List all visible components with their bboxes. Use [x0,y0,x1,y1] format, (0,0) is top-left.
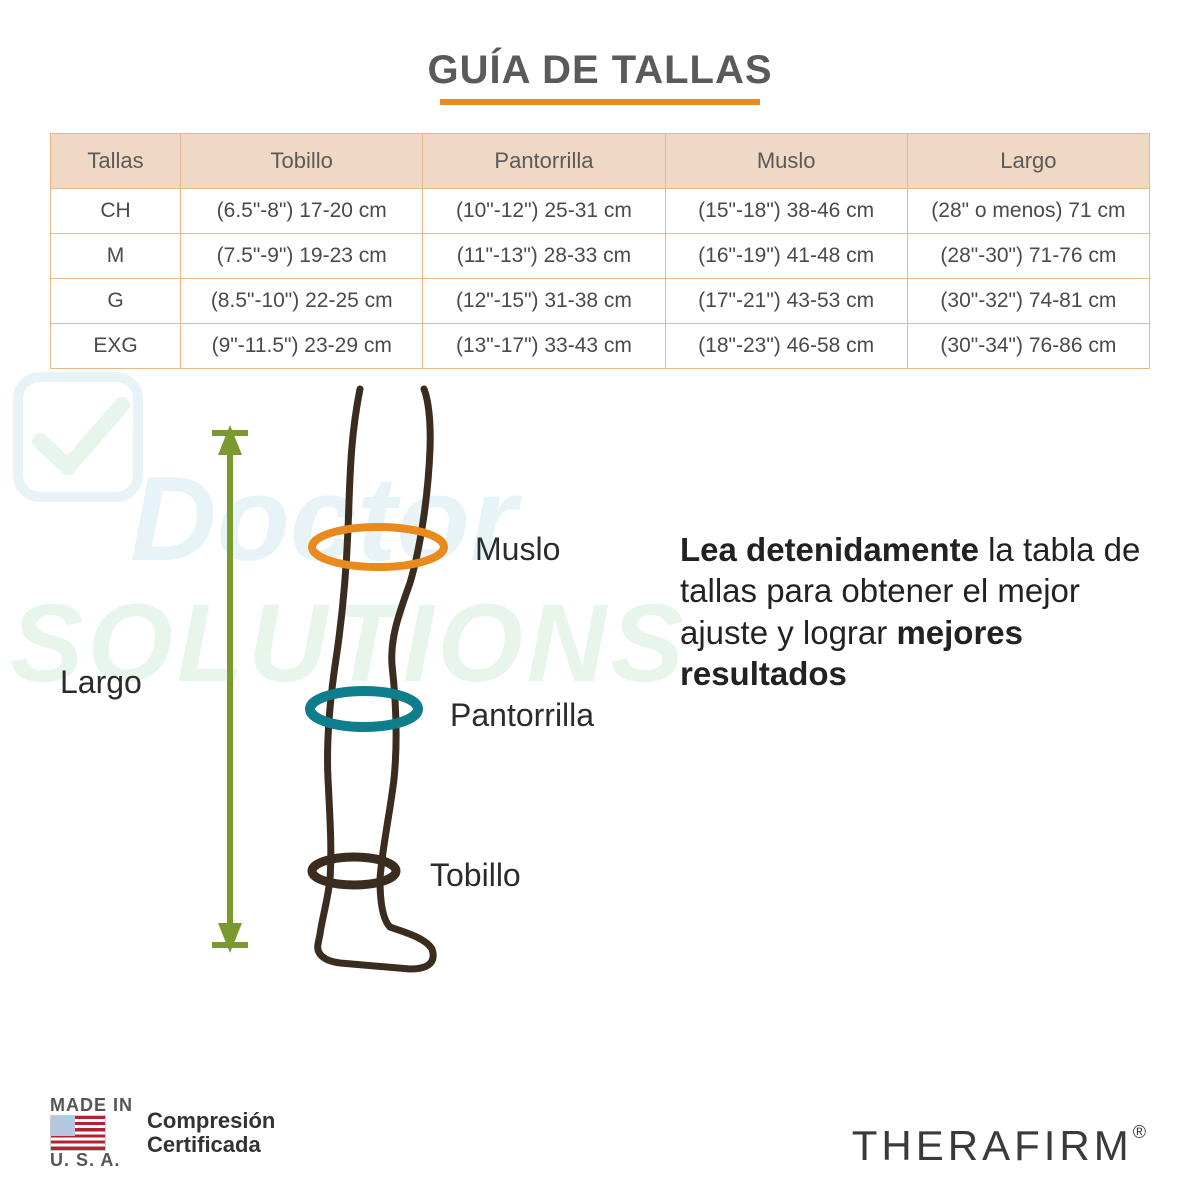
table-cell: (13"-17") 33-43 cm [423,324,665,369]
table-row: G(8.5"-10") 22-25 cm(12"-15") 31-38 cm(1… [51,279,1150,324]
watermark-check-icon [10,369,150,509]
table-cell: M [51,234,181,279]
table-cell: G [51,279,181,324]
advice-text: Lea detenidamente la tabla de tallas par… [680,529,1150,694]
made-in-block: MADE IN U. S. A. Compresión Certificada [50,1096,275,1170]
brand-name: THERAFIRM [852,1122,1133,1169]
us-flag-icon [50,1115,106,1151]
table-row: EXG(9"-11.5") 23-29 cm(13"-17") 33-43 cm… [51,324,1150,369]
table-cell: (9"-11.5") 23-29 cm [181,324,423,369]
table-cell: (18"-23") 46-58 cm [665,324,907,369]
table-cell: (16"-19") 41-48 cm [665,234,907,279]
label-pantorrilla: Pantorrilla [450,697,594,734]
page-title: GUÍA DE TALLAS [427,48,772,93]
table-cell: (30"-34") 76-86 cm [907,324,1149,369]
col-header: Largo [907,134,1149,189]
table-cell: (28"-30") 71-76 cm [907,234,1149,279]
col-header: Tallas [51,134,181,189]
col-header: Muslo [665,134,907,189]
table-row: M(7.5"-9") 19-23 cm(11"-13") 28-33 cm(16… [51,234,1150,279]
table-cell: EXG [51,324,181,369]
title-underline [440,99,760,105]
cert-line2: Certificada [147,1133,275,1157]
table-cell: (7.5"-9") 19-23 cm [181,234,423,279]
table-cell: CH [51,189,181,234]
registered-icon: ® [1133,1122,1150,1142]
table-cell: (11"-13") 28-33 cm [423,234,665,279]
made-in-bottom: U. S. A. [50,1151,133,1170]
col-header: Pantorrilla [423,134,665,189]
made-in-top: MADE IN [50,1096,133,1115]
col-header: Tobillo [181,134,423,189]
brand-logo: THERAFIRM® [852,1122,1150,1170]
table-row: CH(6.5"-8") 17-20 cm(10"-12") 25-31 cm(1… [51,189,1150,234]
table-cell: (12"-15") 31-38 cm [423,279,665,324]
label-largo: Largo [60,664,142,701]
table-cell: (15"-18") 38-46 cm [665,189,907,234]
advice-bold-1: Lea detenidamente [680,531,979,568]
label-muslo: Muslo [475,531,560,568]
table-cell: (28" o menos) 71 cm [907,189,1149,234]
table-cell: (17"-21") 43-53 cm [665,279,907,324]
table-cell: (10"-12") 25-31 cm [423,189,665,234]
table-cell: (6.5"-8") 17-20 cm [181,189,423,234]
table-cell: (30"-32") 74-81 cm [907,279,1149,324]
table-cell: (8.5"-10") 22-25 cm [181,279,423,324]
size-table: Tallas Tobillo Pantorrilla Muslo Largo C… [50,133,1150,369]
certification-text: Compresión Certificada [147,1109,275,1157]
label-tobillo: Tobillo [430,857,521,894]
cert-line1: Compresión [147,1109,275,1133]
